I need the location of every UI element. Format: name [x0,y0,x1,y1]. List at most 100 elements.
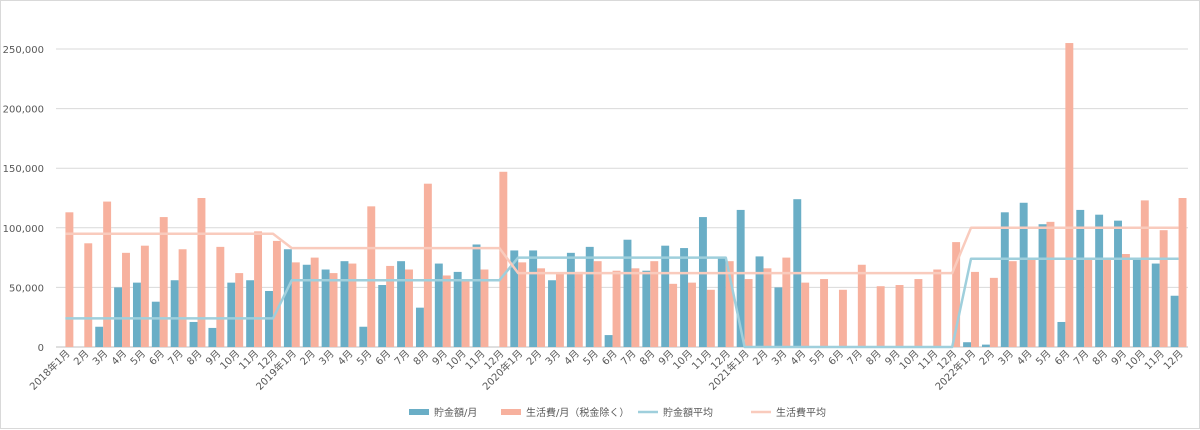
living-cost-bar [291,262,300,347]
living-cost-bar [178,249,187,347]
living-cost-bar [386,265,395,347]
living-cost-bar [857,264,866,347]
x-tick-label: 3月 [996,348,1016,368]
x-tick-label: 4月 [335,348,355,368]
savings-bar [585,246,594,347]
bar-series [65,43,1187,347]
living-cost-bar [1084,257,1093,347]
x-tick-label: 10月 [671,348,696,373]
x-tick-label: 5月 [354,348,374,368]
living-cost-bar [1046,221,1055,347]
living-cost-bar [272,240,281,347]
savings-bar [717,257,726,347]
savings-bar [246,280,255,347]
x-tick-label: 2月 [977,348,997,368]
x-tick-label: 5月 [807,348,827,368]
living-cost-bar [423,183,432,347]
living-cost-bar [159,217,168,347]
savings-bar [680,248,689,347]
legend-swatch [409,409,429,415]
savings-bar [170,280,179,347]
x-tick-label: 2月 [524,348,544,368]
x-tick-label: 8月 [864,348,884,368]
savings-bar [472,244,481,347]
living-cost-bar [838,289,847,347]
living-cost-bar [933,269,942,347]
x-tick-label: 4月 [788,348,808,368]
legend-label: 貯金額/月 [434,406,477,419]
x-tick-label: 6月 [600,348,620,368]
savings-bar [227,282,236,347]
living-cost-bar [593,261,602,347]
living-cost-bar [216,246,225,347]
savings-bar [1000,212,1009,347]
living-cost-bar [669,283,678,347]
living-cost-bar [631,268,640,347]
living-cost-bar [1027,257,1036,347]
living-cost-bar [1103,257,1112,347]
living-cost-bar [405,269,413,347]
living-cost-bar [1065,43,1074,347]
savings-bar [378,285,387,347]
savings-bar [510,250,519,347]
savings-bar [302,264,311,347]
x-tick-label: 4月 [1015,348,1035,368]
living-cost-bar [140,245,149,347]
living-cost-bar [971,271,979,347]
x-tick-label: 11月 [689,348,714,373]
x-tick-label: 8月 [1090,348,1110,368]
savings-bar [661,245,670,347]
savings-bar [283,249,292,347]
x-tick-label: 10月 [1123,348,1148,373]
legend-label: 生活費/月（税金除く） [526,406,629,419]
savings-bar [548,280,556,347]
living-cost-bar [348,263,357,347]
savings-bar [1114,220,1122,347]
x-tick-label: 8月 [411,348,431,368]
y-tick-label: 200,000 [3,105,44,116]
living-cost-bar [952,242,961,347]
living-cost-bar [688,282,696,347]
savings-bar [1132,257,1141,347]
living-cost-bar [329,273,338,347]
living-cost-bar [1140,200,1149,347]
living-cost-bar [518,262,527,347]
y-tick-label: 250,000 [3,45,44,56]
living-cost-bar [744,279,753,347]
y-tick-label: 150,000 [3,164,44,175]
living-cost-bar [1121,254,1130,347]
living-cost-bar [763,268,772,347]
living-cost-bar [574,271,583,347]
savings-bar [321,269,330,347]
x-tick-label: 4月 [562,348,582,368]
savings-bar [774,287,783,347]
living-cost-bar [461,279,470,347]
savings-bar [132,282,141,347]
savings-bar [1019,202,1028,347]
x-tick-label: 12月 [1161,348,1186,373]
x-tick-label: 2018年1月 [27,347,73,393]
savings-bar [963,342,972,347]
living-cost-bar [197,198,206,347]
y-tick-label: 100,000 [3,224,44,235]
living-cost-bar [235,273,244,347]
grid-lines [56,48,1188,348]
x-tick-label: 3月 [317,348,337,368]
living-cost-bar [782,257,791,347]
living-cost-bar [555,273,564,347]
x-tick-label: 6月 [826,348,846,368]
x-tick-label: 2月 [751,348,771,368]
legend-swatch [501,409,521,415]
x-tick-label: 6月 [1052,348,1072,368]
x-tick-label: 5月 [128,348,148,368]
living-cost-bar [480,269,489,347]
living-cost-bar [706,289,715,347]
savings-bar [604,335,613,347]
living-cost-bar [65,212,74,347]
savings-bar [566,252,575,347]
living-cost-bar [122,252,130,347]
legend-label: 貯金額平均 [663,406,713,419]
x-tick-label: 8月 [185,348,205,368]
